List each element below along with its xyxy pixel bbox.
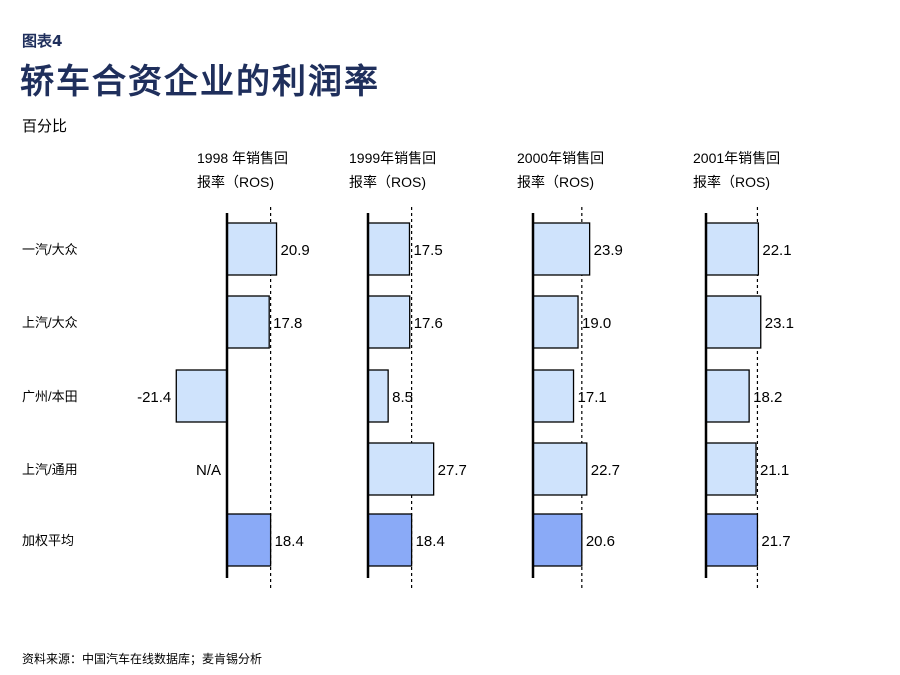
chart-title: 轿车合资企业的利润率	[20, 62, 380, 102]
category-label: 广州/本田	[22, 389, 78, 404]
data-label: 18.4	[275, 533, 304, 550]
bar	[367, 295, 411, 349]
figure-label: 图表4	[22, 32, 63, 50]
data-label: N/A	[196, 462, 221, 479]
bar	[705, 442, 757, 496]
source-note: 资料来源：中国汽车在线数据库；麦肯锡分析	[22, 652, 263, 666]
panel-header: 报率（ROS)	[197, 174, 274, 190]
bar	[532, 222, 591, 276]
data-label: 8.5	[392, 389, 413, 406]
average-bar	[367, 513, 413, 567]
data-label: 17.1	[578, 389, 607, 406]
bar	[532, 442, 588, 496]
panel-header: 报率（ROS)	[517, 174, 594, 190]
data-label: 17.5	[413, 242, 442, 259]
data-label: 17.6	[414, 315, 443, 332]
data-label: 19.0	[582, 315, 611, 332]
data-label: 18.4	[416, 533, 445, 550]
bar	[367, 442, 435, 496]
data-label: 21.7	[761, 533, 790, 550]
category-label: 上汽/通用	[22, 462, 78, 477]
category-label: 加权平均	[22, 533, 74, 548]
average-bar	[532, 513, 583, 567]
category-label: 上汽/大众	[22, 315, 78, 330]
category-label: 一汽/大众	[22, 242, 78, 257]
data-label: 17.8	[273, 315, 302, 332]
panel-header: 2000年销售回	[517, 150, 604, 166]
bar	[705, 295, 762, 349]
data-label: 23.9	[594, 242, 623, 259]
unit-label: 百分比	[22, 117, 68, 135]
data-label: 21.1	[760, 462, 789, 479]
data-label: 18.2	[753, 389, 782, 406]
bar	[705, 222, 760, 276]
average-bar	[226, 513, 272, 567]
bar	[175, 369, 228, 423]
data-label: -21.4	[137, 389, 171, 406]
panel-header: 报率（ROS)	[693, 174, 770, 190]
bar	[367, 369, 389, 423]
data-label: 22.7	[591, 462, 620, 479]
data-label: 22.1	[762, 242, 791, 259]
data-label: 20.9	[281, 242, 310, 259]
panel-header: 2001年销售回	[693, 150, 780, 166]
bar	[226, 295, 270, 349]
panel-header: 1999年销售回	[349, 150, 436, 166]
bar	[532, 295, 579, 349]
bar	[226, 222, 278, 276]
panel-header: 1998 年销售回	[197, 150, 288, 166]
panel-header: 报率（ROS)	[349, 174, 426, 190]
data-label: 27.7	[438, 462, 467, 479]
bar	[532, 369, 575, 423]
bar	[705, 369, 750, 423]
bar	[367, 222, 411, 276]
average-bar	[705, 513, 759, 567]
data-label: 20.6	[586, 533, 615, 550]
data-label: 23.1	[765, 315, 794, 332]
